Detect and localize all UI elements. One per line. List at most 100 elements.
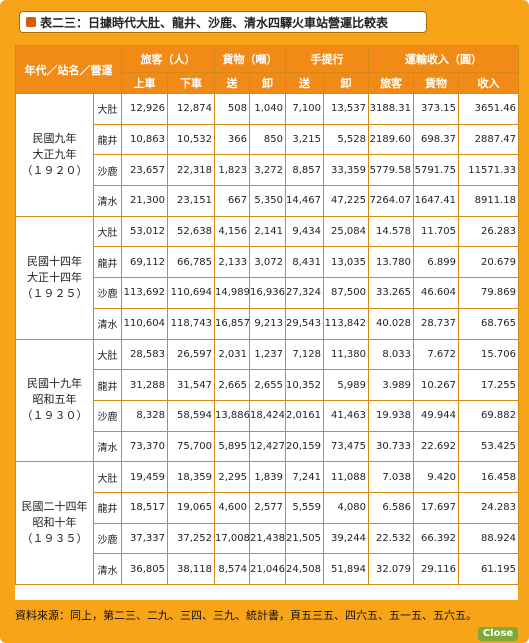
value-cell: 23,151 <box>167 185 215 217</box>
value-cell: 4,600 <box>214 491 250 524</box>
station-cell: 龍井 <box>93 123 122 156</box>
sub-header: 貨物 <box>413 72 459 94</box>
era-cell: 民國十四年 大正十四年 （１９２５） <box>15 215 94 340</box>
value-cell: 79.869 <box>458 277 519 309</box>
table-row: 清水 110,604 118,743 16,857 9,213 29,543 113,842… <box>16 307 519 340</box>
value-cell: 13,886 <box>214 399 250 432</box>
era-line: 大正九年 <box>32 147 77 161</box>
value-cell: 73,370 <box>121 430 168 463</box>
table-row: 沙鹿 23,657 22,318 1,823 3,272 8,857 33,359 5779.… <box>16 154 519 187</box>
era-line: （１９３０） <box>21 409 88 423</box>
table-row: 民國十九年 昭和五年 （１９３０） 大肚 28,583 26,597 2,031 1,237 7… <box>15 338 519 463</box>
value-cell: 3651.46 <box>458 93 519 125</box>
value-cell: 5779.58 <box>368 154 414 187</box>
value-cell: 2189.60 <box>368 123 414 156</box>
table-row: 龍井 31,288 31,547 2,665 2,655 10,352 5,989 3.989… <box>16 369 519 401</box>
sub-header: 上車 <box>121 72 168 94</box>
value-cell: 53,012 <box>121 215 168 248</box>
value-cell: 2887.47 <box>458 123 519 156</box>
table-row: 清水 21,300 23,151 667 5,350 14,467 47,225 7264.0… <box>16 185 519 217</box>
value-cell: 366 <box>214 123 250 156</box>
value-cell: 66.392 <box>413 522 459 555</box>
table-row: 龍井 69,112 66,785 2,133 3,072 8,431 13,035 13.78… <box>16 246 519 279</box>
era-line: 民國九年 <box>32 131 77 145</box>
value-cell: 1,040 <box>249 93 286 125</box>
value-cell: 2,031 <box>214 338 250 371</box>
value-cell: 26.283 <box>458 215 519 248</box>
value-cell: 18,424 <box>249 399 286 432</box>
value-cell: 29,543 <box>285 307 324 340</box>
station-cell: 大肚 <box>93 93 122 125</box>
value-cell: 33.265 <box>368 277 414 309</box>
value-cell: 7264.07 <box>368 185 414 217</box>
era-line: （１９２５） <box>21 286 88 300</box>
value-cell: 51,894 <box>323 553 369 585</box>
value-cell: 17.255 <box>458 369 519 401</box>
value-cell: 1,823 <box>214 154 250 187</box>
close-button[interactable]: Close <box>478 627 518 641</box>
value-cell: 5,350 <box>249 185 286 217</box>
sub-header: 卸 <box>249 72 286 94</box>
station-cell: 龍井 <box>93 369 122 401</box>
value-cell: 24,508 <box>285 553 324 585</box>
value-cell: 14,989 <box>214 277 250 309</box>
value-cell: 508 <box>214 93 250 125</box>
value-cell: 11.705 <box>413 215 459 248</box>
value-cell: 3188.31 <box>368 93 414 125</box>
value-cell: 2,0161 <box>285 399 324 432</box>
title-bullet-icon <box>26 17 36 27</box>
value-cell: 13,537 <box>323 93 369 125</box>
value-cell: 75,700 <box>167 430 215 463</box>
value-cell: 373.15 <box>413 93 459 125</box>
table-row: 清水 36,805 38,118 8,574 21,046 24,508 51,894 32.… <box>16 553 519 585</box>
value-cell: 5791.75 <box>413 154 459 187</box>
value-cell: 113,692 <box>121 277 168 309</box>
value-cell: 7.038 <box>368 461 414 493</box>
value-cell: 58,594 <box>167 399 215 432</box>
value-cell: 23,657 <box>121 154 168 187</box>
value-cell: 49.944 <box>413 399 459 432</box>
value-cell: 46.604 <box>413 277 459 309</box>
station-cell: 龍井 <box>93 491 122 524</box>
value-cell: 16.458 <box>458 461 519 493</box>
value-cell: 12,874 <box>167 93 215 125</box>
value-cell: 3,215 <box>285 123 324 156</box>
data-table: 年代／站名／營運 旅客（人） 貨物（噸） 手提行 運輸收入（圓） 上車 下車 送… <box>15 45 519 585</box>
value-cell: 110,694 <box>167 277 215 309</box>
value-cell: 9.420 <box>413 461 459 493</box>
sub-header: 送 <box>285 72 324 94</box>
era-cell: 民國九年 大正九年 （１９２０） <box>15 93 94 217</box>
value-cell: 10.267 <box>413 369 459 401</box>
title-box: 表二三：日據時代大肚、龍井、沙鹿、清水四驛火車站營運比較表 <box>19 11 427 33</box>
group-header-revenue: 運輸收入（圓） <box>368 45 519 73</box>
value-cell: 87,500 <box>323 277 369 309</box>
value-cell: 20,159 <box>285 430 324 463</box>
group-header-passengers: 旅客（人） <box>121 45 215 73</box>
value-cell: 8911.18 <box>458 185 519 217</box>
value-cell: 4,156 <box>214 215 250 248</box>
value-cell: 698.37 <box>413 123 459 156</box>
table-body: 民國九年 大正九年 （１９２０） 大肚 12,926 12,874 508 1,040 7,10… <box>15 93 519 585</box>
value-cell: 5,559 <box>285 491 324 524</box>
value-cell: 66,785 <box>167 246 215 279</box>
value-cell: 37,337 <box>121 522 168 555</box>
value-cell: 53.425 <box>458 430 519 463</box>
era-line: （１９３５） <box>21 532 88 546</box>
value-cell: 27,324 <box>285 277 324 309</box>
value-cell: 2,655 <box>249 369 286 401</box>
value-cell: 110,604 <box>121 307 168 340</box>
value-cell: 7,128 <box>285 338 324 371</box>
value-cell: 22,318 <box>167 154 215 187</box>
sub-header: 旅客 <box>368 72 414 94</box>
table-row: 沙鹿 37,337 37,252 17,008 21,438 21,505 39,244 22… <box>16 522 519 555</box>
value-cell: 11,380 <box>323 338 369 371</box>
value-cell: 3,072 <box>249 246 286 279</box>
value-cell: 2,295 <box>214 461 250 493</box>
value-cell: 36,805 <box>121 553 168 585</box>
sub-header: 送 <box>214 72 250 94</box>
value-cell: 14,467 <box>285 185 324 217</box>
station-cell: 沙鹿 <box>93 154 122 187</box>
value-cell: 5,989 <box>323 369 369 401</box>
value-cell: 15.706 <box>458 338 519 371</box>
value-cell: 113,842 <box>323 307 369 340</box>
